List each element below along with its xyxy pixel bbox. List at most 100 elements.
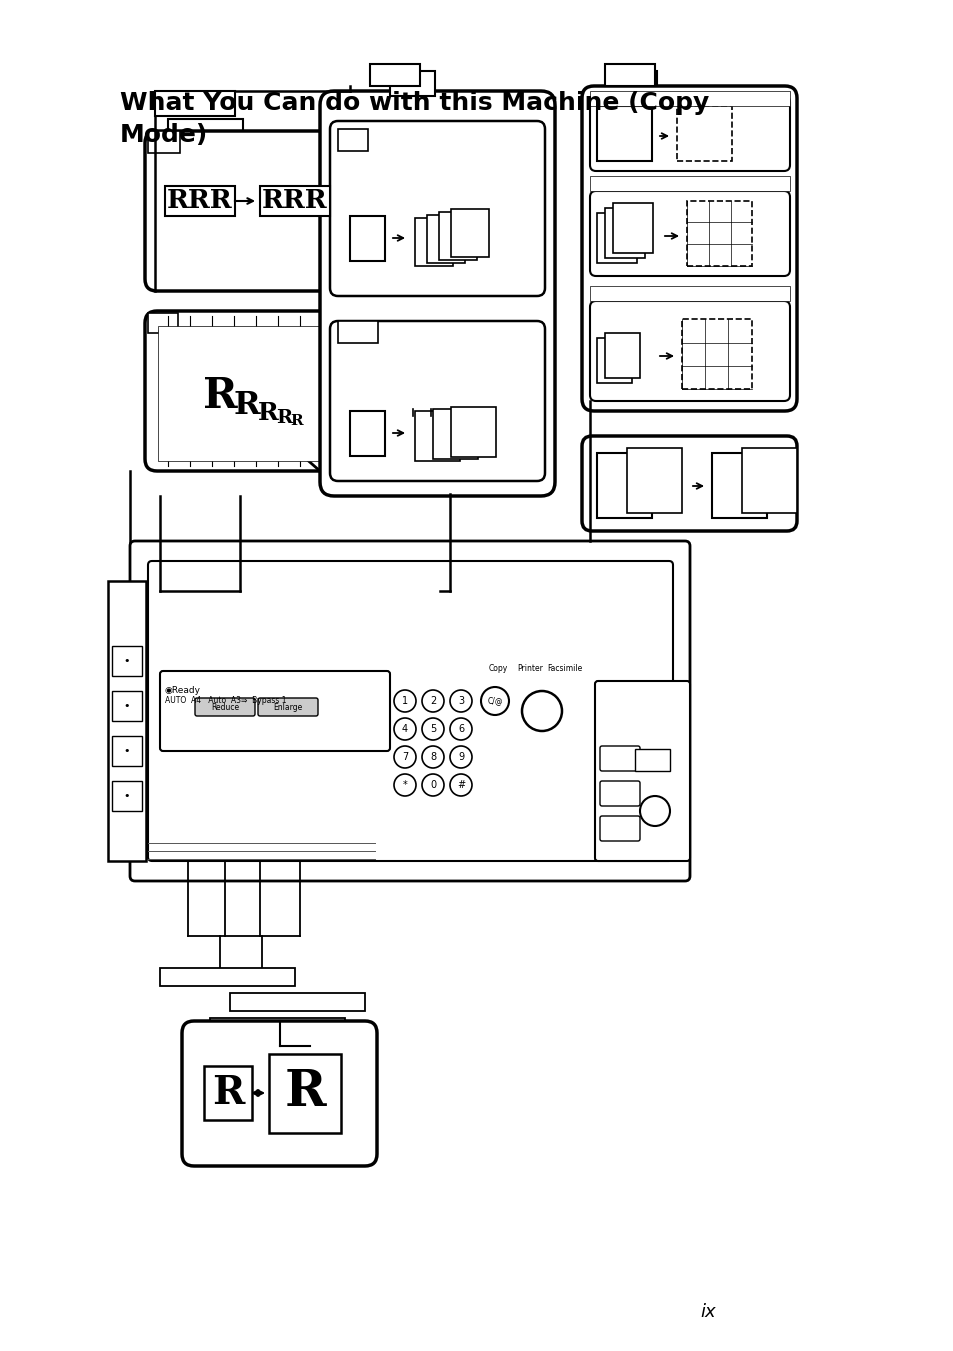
- Bar: [148, 131, 180, 153]
- Bar: [108, 581, 146, 861]
- Bar: [597, 105, 651, 161]
- Circle shape: [394, 690, 416, 712]
- Bar: [112, 690, 142, 721]
- FancyBboxPatch shape: [589, 301, 789, 401]
- Bar: [741, 449, 796, 513]
- Text: •: •: [124, 790, 131, 801]
- Bar: [589, 286, 789, 301]
- Bar: [589, 91, 789, 105]
- Bar: [626, 449, 681, 513]
- Text: What You Can do with this Machine (Copy
Mode): What You Can do with this Machine (Copy …: [120, 91, 708, 147]
- Text: RRR: RRR: [167, 189, 233, 213]
- Text: ix: ix: [700, 1302, 715, 1321]
- Bar: [112, 736, 142, 766]
- Bar: [604, 63, 655, 86]
- Circle shape: [421, 717, 443, 740]
- Text: R: R: [291, 413, 303, 428]
- Bar: [686, 201, 751, 266]
- FancyBboxPatch shape: [145, 131, 345, 290]
- FancyBboxPatch shape: [595, 681, 689, 861]
- FancyBboxPatch shape: [599, 781, 639, 807]
- Text: 0: 0: [430, 780, 436, 790]
- Bar: [451, 407, 496, 457]
- Text: 2: 2: [430, 696, 436, 707]
- Circle shape: [394, 746, 416, 767]
- FancyBboxPatch shape: [589, 190, 789, 276]
- FancyBboxPatch shape: [581, 86, 796, 411]
- Circle shape: [639, 796, 669, 825]
- Bar: [112, 646, 142, 676]
- Bar: [112, 781, 142, 811]
- FancyBboxPatch shape: [330, 322, 544, 481]
- Bar: [711, 453, 766, 517]
- Bar: [415, 411, 459, 461]
- Circle shape: [450, 774, 472, 796]
- FancyBboxPatch shape: [599, 746, 639, 771]
- Text: 3: 3: [457, 696, 463, 707]
- FancyBboxPatch shape: [581, 436, 796, 531]
- Circle shape: [450, 746, 472, 767]
- FancyBboxPatch shape: [145, 311, 345, 471]
- Circle shape: [421, 690, 443, 712]
- Bar: [681, 319, 751, 389]
- Bar: [230, 993, 365, 1011]
- Text: AUTO  A4   Auto  A3⇒  Bypass 1: AUTO A4 Auto A3⇒ Bypass 1: [165, 696, 286, 705]
- Bar: [589, 176, 789, 190]
- Bar: [635, 748, 669, 771]
- FancyBboxPatch shape: [589, 96, 789, 172]
- Bar: [597, 338, 631, 382]
- FancyBboxPatch shape: [257, 698, 317, 716]
- Bar: [415, 218, 453, 266]
- Text: R: R: [233, 390, 260, 422]
- Circle shape: [521, 690, 561, 731]
- Bar: [612, 72, 657, 96]
- Bar: [677, 105, 731, 161]
- Bar: [604, 208, 644, 258]
- Bar: [337, 128, 368, 151]
- Bar: [597, 453, 651, 517]
- Text: R: R: [202, 376, 237, 417]
- Circle shape: [421, 774, 443, 796]
- Bar: [350, 216, 385, 261]
- Text: #: #: [456, 780, 464, 790]
- Circle shape: [394, 717, 416, 740]
- Bar: [427, 215, 464, 263]
- Bar: [350, 411, 385, 457]
- Text: 1: 1: [401, 696, 408, 707]
- FancyBboxPatch shape: [130, 540, 689, 881]
- Bar: [337, 322, 377, 343]
- Circle shape: [394, 774, 416, 796]
- Text: 6: 6: [457, 724, 463, 734]
- Text: 8: 8: [430, 753, 436, 762]
- Text: Printer: Printer: [517, 663, 542, 673]
- FancyBboxPatch shape: [319, 91, 555, 496]
- Text: •: •: [124, 701, 131, 711]
- Bar: [210, 1019, 345, 1036]
- Text: Facsimile: Facsimile: [547, 663, 582, 673]
- Bar: [390, 72, 435, 96]
- Text: 4: 4: [401, 724, 408, 734]
- Text: C/@: C/@: [487, 697, 502, 705]
- Text: 5: 5: [430, 724, 436, 734]
- Text: •: •: [124, 746, 131, 757]
- Circle shape: [450, 690, 472, 712]
- Bar: [148, 313, 178, 332]
- Bar: [604, 332, 639, 378]
- Text: R: R: [284, 1069, 326, 1117]
- Text: RRR: RRR: [262, 189, 328, 213]
- Text: Enlarge: Enlarge: [274, 703, 302, 712]
- Text: Reduce: Reduce: [211, 703, 239, 712]
- Text: R: R: [212, 1074, 244, 1112]
- Bar: [370, 63, 419, 86]
- Bar: [154, 91, 234, 116]
- Text: ◉Ready: ◉Ready: [165, 686, 201, 694]
- Bar: [158, 326, 323, 461]
- Bar: [613, 203, 652, 253]
- Bar: [451, 209, 489, 257]
- Text: *: *: [402, 780, 407, 790]
- FancyBboxPatch shape: [599, 816, 639, 842]
- Bar: [597, 213, 637, 263]
- Bar: [433, 409, 477, 459]
- FancyBboxPatch shape: [330, 122, 544, 296]
- Bar: [160, 969, 294, 986]
